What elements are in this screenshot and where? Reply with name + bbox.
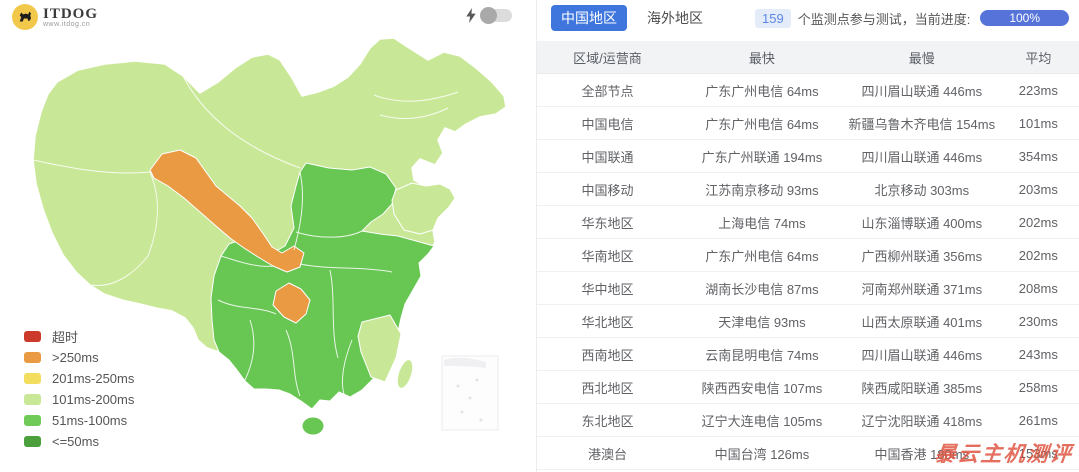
col-header-fastest: 最快 — [748, 50, 775, 66]
legend-item[interactable]: 超时 — [24, 326, 134, 347]
table-row: 华东地区 上海电信 74ms 山东淄博联通 400ms 202ms — [537, 206, 1079, 239]
col-header-slowest: 最慢 — [908, 50, 935, 66]
progress-bar: 100% — [980, 10, 1069, 26]
legend-color-chip — [24, 352, 41, 363]
legend-label: <=50ms — [52, 434, 99, 449]
progress-label: 个监测点参与测试，当前进度: — [797, 11, 971, 27]
lightning-icon — [466, 8, 476, 23]
map-bohai-sea — [437, 160, 459, 176]
map-region-zhejiang — [357, 314, 402, 383]
table-row: 中国电信 广东广州电信 64ms 新疆乌鲁木齐电信 154ms 101ms — [537, 107, 1079, 140]
map-region-chongqing — [272, 282, 311, 324]
table-row: 西北地区 陕西西安电信 107ms 陕西咸阳联通 385ms 258ms — [537, 371, 1079, 404]
tab-china-region[interactable]: 中国地区 — [551, 5, 627, 31]
legend-color-chip — [24, 415, 41, 426]
legend-item[interactable]: >250ms — [24, 347, 134, 368]
toggle-switch[interactable] — [480, 7, 512, 24]
legend-color-chip — [24, 331, 41, 342]
legend-color-chip — [24, 373, 41, 384]
dog-icon — [12, 4, 38, 30]
col-header-region: 区域/运营商 — [573, 50, 642, 66]
itdog-logo[interactable]: ITDOG www.itdog.cn — [12, 4, 98, 30]
legend-item[interactable]: 51ms-100ms — [24, 410, 134, 431]
table-row: 西南地区 云南昆明电信 74ms 四川眉山联通 446ms 243ms — [537, 338, 1079, 371]
table-row: 中国联通 广东广州联通 194ms 四川眉山联通 446ms 354ms — [537, 140, 1079, 173]
legend-label: 201ms-250ms — [52, 371, 135, 386]
province-borders — [32, 75, 459, 397]
tab-overseas-region[interactable]: 海外地区 — [647, 10, 703, 26]
monitor-count-badge: 159 — [755, 8, 791, 28]
map-region-hainan — [301, 416, 325, 436]
china-latency-map[interactable] — [0, 0, 536, 472]
map-region-gansu — [149, 149, 305, 273]
legend-color-chip — [24, 436, 41, 447]
legend-label: 51ms-100ms — [52, 413, 128, 428]
col-header-average: 平均 — [1025, 50, 1052, 66]
map-region-taiwan — [396, 359, 414, 389]
map-region-shandong — [391, 182, 456, 235]
speed-toggle-group — [465, 7, 512, 24]
results-topbar: 中国地区 海外地区 159 个监测点参与测试，当前进度: 100% — [537, 0, 1079, 31]
table-row: 华北地区 天津电信 93ms 山西太原联通 401ms 230ms — [537, 305, 1079, 338]
table-row: 华中地区 湖南长沙电信 87ms 河南郑州联通 371ms 208ms — [537, 272, 1079, 305]
legend-label: >250ms — [52, 350, 99, 365]
map-panel: ITDOG www.itdog.cn — [0, 0, 537, 472]
legend-item[interactable]: 101ms-200ms — [24, 389, 134, 410]
legend-item[interactable]: 201ms-250ms — [24, 368, 134, 389]
table-row: 中国移动 江苏南京移动 93ms 北京移动 303ms 203ms — [537, 173, 1079, 206]
table-header-row: 区域/运营商 最快 最慢 平均 — [537, 41, 1079, 74]
logo-subtitle: www.itdog.cn — [43, 20, 91, 28]
table-row: 东北地区 辽宁大连电信 105ms 辽宁沈阳联通 418ms 261ms — [537, 404, 1079, 437]
logo-title: ITDOG — [43, 5, 99, 22]
legend-label: 超时 — [52, 330, 79, 345]
results-panel: 中国地区 海外地区 159 个监测点参与测试，当前进度: 100% 区域/运营商… — [537, 0, 1079, 472]
table-row: 港澳台 中国台湾 126ms 中国香港 180ms 153ms — [537, 437, 1079, 470]
south-sea-inset — [441, 355, 499, 431]
table-row: 华南地区 广东广州电信 64ms 广西柳州联通 356ms 202ms — [537, 239, 1079, 272]
legend-item[interactable]: <=50ms — [24, 431, 134, 452]
ping-results-table: 区域/运营商 最快 最慢 平均 全部节点 广东广州电信 64ms 四川眉山联通 … — [537, 41, 1079, 470]
table-row: 全部节点 广东广州电信 64ms 四川眉山联通 446ms 223ms — [537, 74, 1079, 107]
legend-label: 101ms-200ms — [52, 392, 135, 407]
latency-legend: 超时 >250ms 201ms-250ms 101ms-200ms 51ms-1… — [24, 326, 134, 452]
legend-color-chip — [24, 394, 41, 405]
